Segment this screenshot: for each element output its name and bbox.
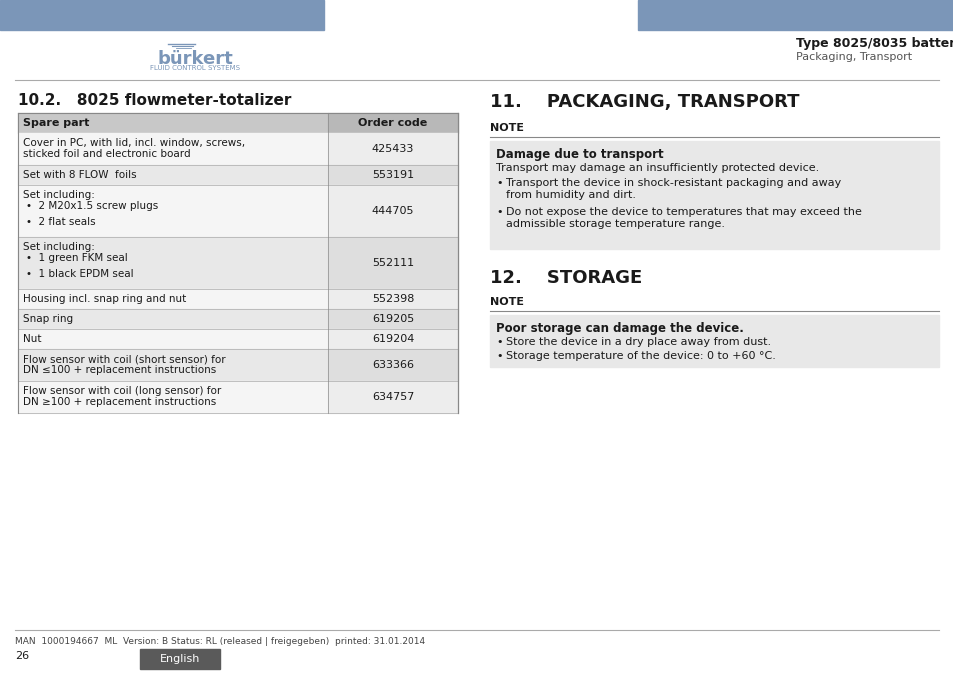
Bar	[328, 165, 457, 185]
Text: 552111: 552111	[372, 258, 414, 268]
Text: Set including:: Set including:	[23, 190, 94, 200]
Text: Do not expose the device to temperatures that may exceed the: Do not expose the device to temperatures…	[505, 207, 861, 217]
Bar	[18, 329, 328, 349]
Text: •: •	[496, 207, 502, 217]
Text: FLUID CONTROL SYSTEMS: FLUID CONTROL SYSTEMS	[150, 65, 240, 71]
Bar	[18, 237, 328, 289]
Text: 619204: 619204	[372, 334, 414, 344]
Text: 12.    STORAGE: 12. STORAGE	[490, 269, 641, 287]
Text: NOTE: NOTE	[490, 123, 523, 133]
Text: Storage temperature of the device: 0 to +60 °C.: Storage temperature of the device: 0 to …	[505, 351, 775, 361]
Text: 552398: 552398	[372, 294, 414, 304]
Text: English: English	[160, 654, 200, 664]
Text: 619205: 619205	[372, 314, 414, 324]
Bar	[328, 349, 457, 381]
Text: •: •	[496, 178, 502, 188]
Text: 444705: 444705	[372, 206, 414, 216]
Text: MAN  1000194667  ML  Version: B Status: RL (released | freigegeben)  printed: 31: MAN 1000194667 ML Version: B Status: RL …	[15, 637, 425, 646]
Text: 634757: 634757	[372, 392, 414, 402]
Text: •  1 green FKM seal: • 1 green FKM seal	[26, 253, 128, 263]
Bar	[18, 133, 328, 165]
Text: Snap ring: Snap ring	[23, 314, 73, 324]
Text: Order code: Order code	[358, 118, 427, 128]
Text: Type 8025/8035 battery powered: Type 8025/8035 battery powered	[795, 37, 953, 50]
Bar	[0, 0, 324, 30]
Text: •: •	[496, 351, 502, 361]
Bar	[18, 165, 328, 185]
Bar	[328, 133, 457, 165]
Text: Packaging, Transport: Packaging, Transport	[795, 52, 911, 62]
Text: admissible storage temperature range.: admissible storage temperature range.	[505, 219, 724, 229]
Bar	[328, 185, 457, 237]
Text: •: •	[496, 337, 502, 347]
Text: 10.2.   8025 flowmeter-totalizer: 10.2. 8025 flowmeter-totalizer	[18, 93, 291, 108]
Text: Nut: Nut	[23, 334, 42, 344]
Text: 26: 26	[15, 651, 30, 661]
Bar	[328, 289, 457, 309]
Text: Poor storage can damage the device.: Poor storage can damage the device.	[496, 322, 743, 335]
Bar	[18, 113, 328, 133]
Bar	[328, 329, 457, 349]
Text: Cover in PC, with lid, incl. window, screws,: Cover in PC, with lid, incl. window, scr…	[23, 138, 245, 148]
Text: DN ≥100 + replacement instructions: DN ≥100 + replacement instructions	[23, 397, 216, 407]
Bar	[18, 349, 328, 381]
Bar	[638, 0, 953, 30]
Bar	[328, 113, 457, 133]
Bar	[18, 309, 328, 329]
Text: •  2 flat seals: • 2 flat seals	[26, 217, 95, 227]
Bar	[18, 185, 328, 237]
Text: DN ≤100 + replacement instructions: DN ≤100 + replacement instructions	[23, 365, 216, 375]
Bar	[18, 381, 328, 413]
Bar	[490, 141, 938, 249]
Bar	[328, 237, 457, 289]
Text: sticked foil and electronic board: sticked foil and electronic board	[23, 149, 191, 159]
Text: Flow sensor with coil (long sensor) for: Flow sensor with coil (long sensor) for	[23, 386, 221, 396]
Text: 633366: 633366	[372, 360, 414, 370]
Text: 425433: 425433	[372, 144, 414, 154]
Text: Store the device in a dry place away from dust.: Store the device in a dry place away fro…	[505, 337, 770, 347]
Text: Flow sensor with coil (short sensor) for: Flow sensor with coil (short sensor) for	[23, 354, 226, 364]
Text: •  1 black EPDM seal: • 1 black EPDM seal	[26, 269, 133, 279]
Text: •  2 M20x1.5 screw plugs: • 2 M20x1.5 screw plugs	[26, 201, 158, 211]
Text: Housing incl. snap ring and nut: Housing incl. snap ring and nut	[23, 294, 186, 304]
Bar	[490, 315, 938, 367]
Text: from humidity and dirt.: from humidity and dirt.	[505, 190, 636, 200]
Text: Set with 8 FLOW  foils: Set with 8 FLOW foils	[23, 170, 136, 180]
Text: Transport the device in shock-resistant packaging and away: Transport the device in shock-resistant …	[505, 178, 841, 188]
Bar	[18, 289, 328, 309]
Text: 11.    PACKAGING, TRANSPORT: 11. PACKAGING, TRANSPORT	[490, 93, 799, 111]
Bar	[328, 309, 457, 329]
Bar	[140, 649, 220, 669]
Text: Spare part: Spare part	[23, 118, 90, 128]
Bar	[328, 381, 457, 413]
Text: 553191: 553191	[372, 170, 414, 180]
Text: bürkert: bürkert	[157, 50, 233, 68]
Text: NOTE: NOTE	[490, 297, 523, 307]
Text: Transport may damage an insufficiently protected device.: Transport may damage an insufficiently p…	[496, 163, 819, 173]
Text: Set including:: Set including:	[23, 242, 94, 252]
Text: Damage due to transport: Damage due to transport	[496, 148, 663, 161]
